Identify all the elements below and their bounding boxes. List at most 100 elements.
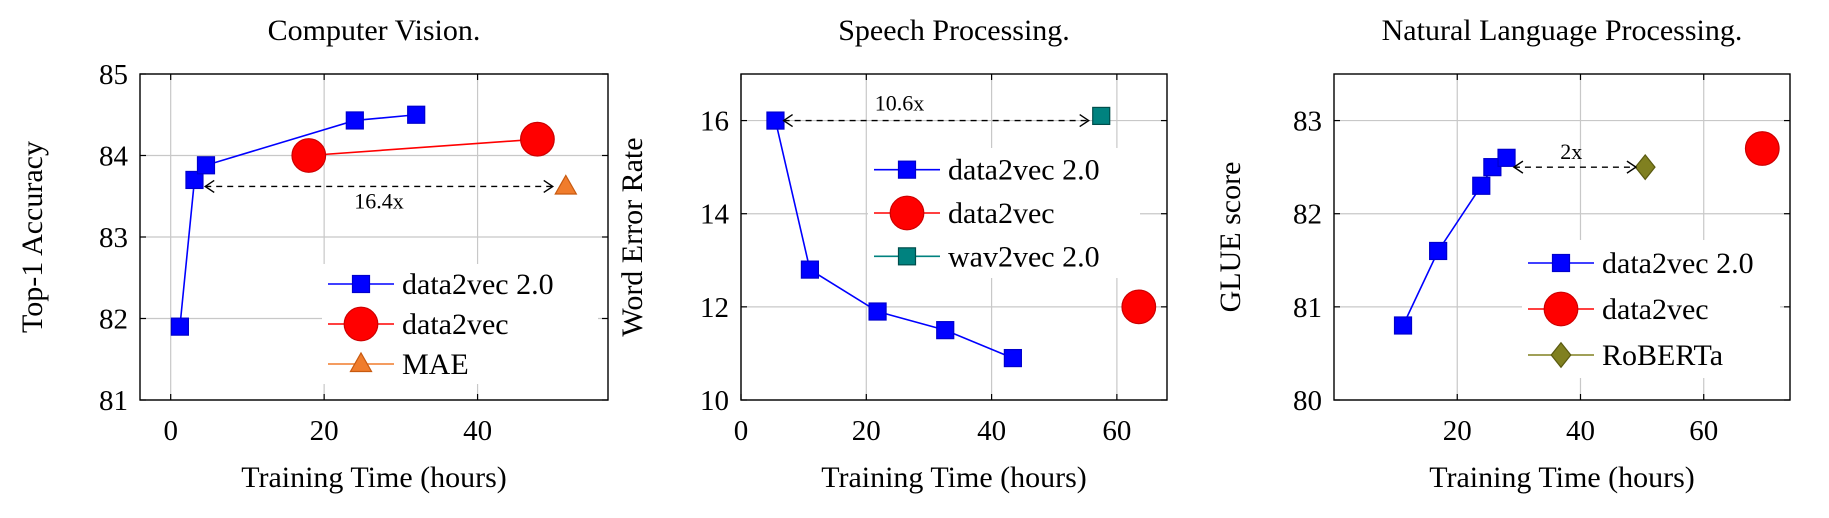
data-point (1497, 148, 1516, 167)
speedup-label: 2x (1560, 139, 1582, 164)
y-tick-label: 12 (700, 292, 729, 324)
data-point (1483, 158, 1502, 177)
chart-title: Speech Processing. (838, 14, 1070, 47)
series-mae (554, 174, 578, 195)
chart-3: 20 40 60 80 81 82 83 Natural Language Processin… (1214, 14, 1791, 494)
y-tick-label: 85 (99, 59, 128, 91)
legend-marker (1543, 291, 1579, 327)
chart-1: 0 20 40 81 82 83 84 85 Computer Vision. Training … (16, 14, 609, 494)
data-point (1092, 106, 1111, 126)
data-point (1393, 316, 1413, 335)
y-tick-label: 14 (700, 199, 730, 231)
legend-label: MAE (402, 348, 469, 381)
x-tick-label: 40 (977, 415, 1006, 447)
y-tick-label: 80 (1293, 385, 1322, 417)
x-axis-label: Training Time (hours) (1429, 461, 1695, 494)
legend: data2vec 2.0 data2vec MAE (322, 264, 598, 384)
arrowhead-right (1079, 113, 1090, 128)
data-point (520, 121, 555, 157)
legend-label: data2vec (948, 197, 1055, 230)
series-data2vec-2-0 (766, 111, 1022, 368)
legend-marker (889, 195, 925, 231)
x-tick-label: 20 (1443, 415, 1472, 447)
chart-title: Natural Language Processing. (1382, 14, 1743, 47)
legend: data2vec 2.0 data2vec wav2vec 2.0 (868, 148, 1140, 278)
legend-label: RoBERTa (1602, 339, 1723, 372)
x-tick-label: 40 (463, 415, 492, 447)
y-tick-label: 82 (1293, 199, 1322, 231)
series-line (308, 138, 538, 157)
data-point (1472, 176, 1491, 195)
y-axis-label: Word Error Rate (616, 137, 649, 336)
arrowhead-right (1626, 160, 1638, 174)
data-point (800, 260, 820, 279)
x-tick-label: 20 (310, 415, 339, 447)
legend-marker (1550, 341, 1572, 369)
data-point (185, 170, 204, 190)
data-point (1121, 289, 1157, 325)
data-point (766, 111, 785, 130)
speedup-annotation: 2x (1512, 139, 1638, 174)
y-tick-label: 82 (99, 304, 128, 336)
legend: data2vec 2.0 data2vec RoBERTa (1522, 240, 1780, 378)
data-point (407, 105, 426, 124)
y-tick-label: 84 (99, 141, 129, 173)
data-point (1744, 131, 1780, 166)
x-tick-label: 0 (734, 415, 749, 447)
x-tick-label: 20 (852, 415, 881, 447)
legend-label: data2vec 2.0 (1602, 247, 1754, 280)
x-axis-label: Training Time (hours) (821, 461, 1087, 494)
data-point (868, 302, 887, 321)
y-axis-label: GLUE score (1214, 162, 1247, 313)
y-tick-label: 83 (99, 222, 128, 254)
x-tick-label: 40 (1566, 415, 1595, 447)
legend-label: data2vec (402, 308, 509, 341)
series-data2vec (1121, 289, 1157, 325)
data-point (170, 317, 189, 336)
series-data2vec (291, 121, 555, 173)
data-point (291, 138, 327, 173)
legend-marker (349, 351, 373, 373)
chart-title: Computer Vision. (268, 14, 481, 47)
legend-marker (343, 306, 379, 342)
data-point (1634, 153, 1656, 181)
y-tick-label: 10 (700, 385, 729, 417)
legend-marker (351, 274, 371, 294)
speedup-annotation: 10.6x (782, 91, 1090, 128)
series-line (1402, 157, 1507, 326)
data-point (196, 156, 216, 175)
legend-marker (897, 247, 917, 266)
legend-label: data2vec (1602, 293, 1709, 326)
plot-frame (1333, 73, 1791, 401)
series-data2vec-2-0 (170, 105, 426, 336)
legend-label: data2vec 2.0 (402, 268, 554, 301)
legend-label: data2vec 2.0 (948, 154, 1100, 187)
legend-marker (1551, 253, 1571, 273)
speedup-annotation: 16.4x (203, 179, 555, 213)
y-tick-label: 81 (99, 385, 128, 417)
data-point (345, 111, 364, 130)
x-tick-label: 60 (1689, 415, 1718, 447)
x-tick-label: 60 (1102, 415, 1131, 447)
series-roberta (1634, 153, 1656, 181)
series-data2vec-2-0 (1393, 148, 1516, 335)
data-point (554, 174, 578, 195)
plot-frame (740, 73, 1168, 401)
data-point (1429, 241, 1448, 261)
data-point (1003, 348, 1022, 368)
y-tick-label: 83 (1293, 106, 1322, 138)
data-point (936, 321, 955, 340)
x-tick-label: 0 (163, 415, 178, 447)
chart-2: 0 20 40 60 10 12 14 16 Speech Processing. Trainin… (616, 14, 1168, 494)
legend-label: wav2vec 2.0 (948, 240, 1100, 273)
arrowhead-right (543, 179, 555, 194)
series-data2vec (1744, 131, 1780, 166)
speedup-label: 10.6x (875, 91, 925, 116)
y-axis-label: Top-1 Accuracy (16, 141, 49, 333)
arrowhead-left (203, 179, 215, 194)
legend-marker (897, 160, 917, 179)
y-tick-label: 16 (700, 106, 729, 138)
series-wav2vec-2-0 (1092, 106, 1111, 126)
arrowhead-left (1512, 160, 1524, 174)
